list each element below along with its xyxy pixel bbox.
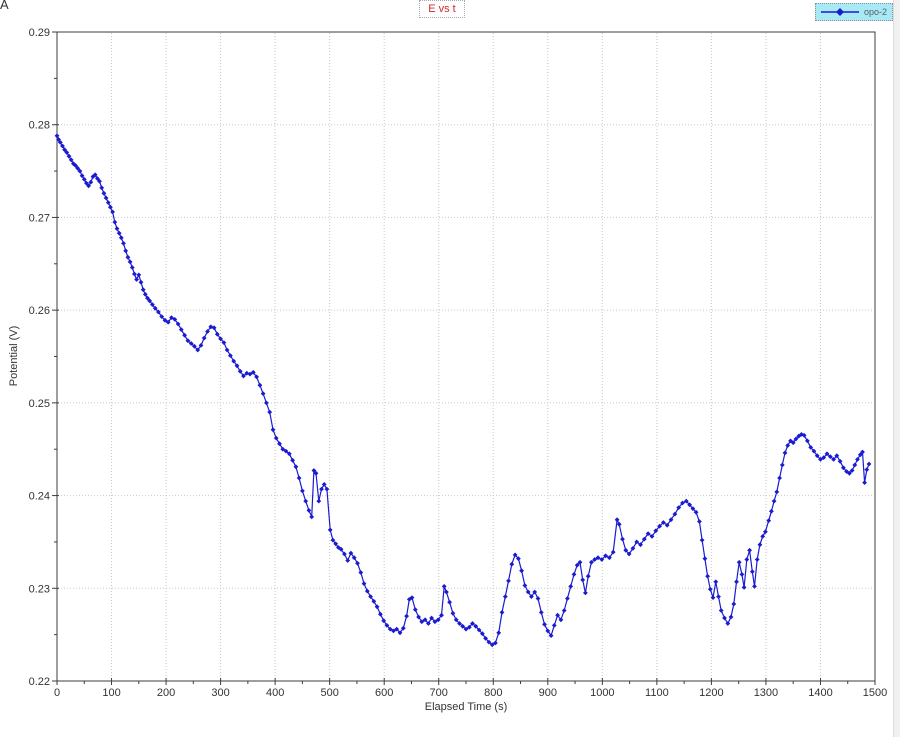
- x-tick-label: 500: [320, 687, 338, 699]
- x-tick-label: 0: [54, 687, 60, 699]
- x-tick-label: 600: [375, 687, 393, 699]
- y-tick-label: 0.29: [29, 27, 50, 39]
- gridlines: [58, 33, 874, 680]
- window-edge: [893, 0, 900, 737]
- axis-ticks: [52, 31, 876, 685]
- y-axis-title: Potential (V): [8, 325, 20, 387]
- x-tick-label: 1000: [590, 687, 614, 699]
- x-tick-label: 1400: [808, 687, 832, 699]
- y-tick-label: 0.23: [29, 583, 50, 595]
- x-tick-label: 400: [266, 687, 284, 699]
- chart-title-box[interactable]: E vs t: [419, 0, 465, 18]
- x-axis-title: Elapsed Time (s): [424, 701, 508, 713]
- x-tick-label: 1300: [754, 687, 778, 699]
- y-tick-label: 0.28: [29, 120, 50, 132]
- chart-title: E vs t: [428, 3, 456, 15]
- legend-marker-icon: [821, 8, 859, 16]
- x-tick-label: 700: [430, 687, 448, 699]
- figure-label: A: [0, 0, 9, 12]
- x-tick-label: 300: [211, 687, 229, 699]
- plot-area[interactable]: [57, 32, 875, 681]
- legend-box[interactable]: opo-2: [815, 3, 893, 21]
- x-tick-label: 200: [157, 687, 175, 699]
- y-tick-label: 0.25: [29, 398, 50, 410]
- x-tick-label: 1500: [863, 687, 887, 699]
- tick-labels: 0 100 200 300 400 500 600 700 800 900 1000 1100 1200…: [29, 27, 888, 699]
- x-tick-label: 900: [539, 687, 557, 699]
- y-tick-label: 0.24: [29, 491, 50, 503]
- x-tick-label: 1100: [645, 687, 669, 699]
- x-tick-label: 800: [484, 687, 502, 699]
- y-tick-label: 0.27: [29, 212, 50, 224]
- legend-series-label: opo-2: [863, 7, 887, 17]
- y-tick-label: 0.26: [29, 305, 50, 317]
- y-tick-label: 0.22: [29, 676, 50, 688]
- x-tick-label: 1200: [699, 687, 723, 699]
- x-tick-label: 100: [102, 687, 120, 699]
